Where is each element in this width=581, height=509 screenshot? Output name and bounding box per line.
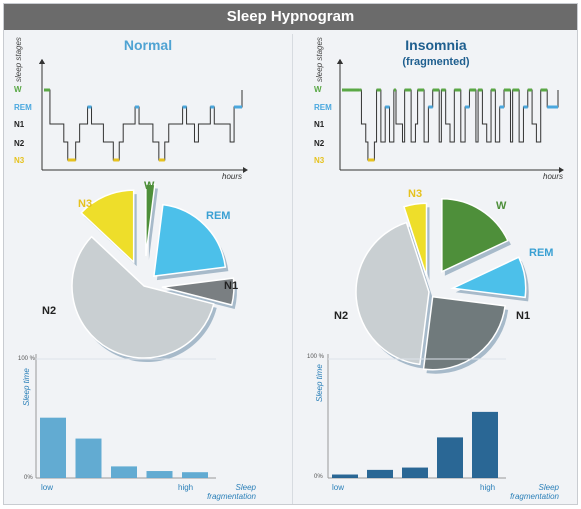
normal-bars-bar-2 (75, 438, 102, 478)
normal-bars-bar-4 (146, 471, 173, 478)
insomnia-bars-bar-5 (472, 411, 498, 478)
insomnia-bars-bar-1 (332, 474, 358, 478)
insomnia-stage-w: W (314, 85, 322, 94)
normal-pie-label-n2: N2 (42, 305, 57, 317)
insomnia-hypnogram (337, 59, 564, 173)
normal-panel: Normal sleep stages W REM N1 N2 N3 hours… (4, 4, 292, 504)
insomnia-title: Insomnia (405, 37, 467, 53)
insomnia-bars-bar-2 (367, 469, 393, 478)
insomnia-bar-x-high: high (480, 483, 496, 492)
normal-pie-slice-n3 (80, 189, 135, 264)
normal-hypnogram-trace (44, 89, 243, 161)
normal-pie-slice-rem (153, 203, 227, 277)
normal-bar-chart (35, 354, 216, 479)
insomnia-bar-bottom-tick: 0% (314, 474, 323, 480)
insomnia-pie-label-rem: REM (529, 247, 554, 259)
normal-pie-label-w: W (144, 180, 155, 192)
insomnia-bars-bar-3 (402, 467, 428, 478)
normal-bar-x-low: low (41, 483, 54, 492)
panel-divider (292, 34, 293, 504)
normal-hypnogram-x-arrow (243, 167, 248, 173)
insomnia-pie-label-n3: N3 (408, 188, 423, 200)
normal-stage-rem: REM (14, 103, 32, 112)
normal-bar-x-axis-label: Sleep fragmentation (207, 483, 256, 501)
normal-bar-bottom-tick: 0% (24, 475, 33, 481)
normal-bars-bar-5 (182, 472, 208, 478)
insomnia-pie-label-n1: N1 (516, 310, 531, 322)
insomnia-pie (355, 197, 529, 374)
normal-hypnogram-xlabel: hours (222, 172, 243, 181)
normal-stage-w: W (14, 85, 22, 94)
insomnia-bar-top-tick: 100 % (307, 354, 325, 360)
insomnia-pie-label-n2: N2 (334, 310, 349, 322)
insomnia-bar-ylabel: Sleep time (315, 364, 324, 402)
normal-stage-n1: N1 (14, 120, 25, 129)
insomnia-stage-n2: N2 (314, 139, 325, 148)
insomnia-bar-x-axis-label: Sleep fragmentation (510, 483, 559, 501)
insomnia-pie-slice-w (441, 197, 509, 273)
insomnia-hypnogram-x-arrow (559, 167, 564, 173)
insomnia-panel: Insomnia (fragmented) sleep stages W REM… (293, 4, 579, 504)
normal-pie-label-rem: REM (206, 210, 231, 222)
hypnogram-figure: Sleep Hypnogram Normal sleep stages W RE… (3, 3, 578, 505)
normal-pie-label-n1: N1 (224, 280, 239, 292)
normal-bar-top-tick: 100 % (18, 356, 36, 362)
insomnia-pie-label-w: W (496, 200, 507, 212)
insomnia-stage-n1: N1 (314, 120, 325, 129)
insomnia-pie-slice-rem (450, 256, 527, 299)
normal-pie-slice-w (145, 183, 156, 257)
insomnia-bar-x-low: low (332, 483, 345, 492)
normal-bar-ylabel: Sleep time (22, 368, 31, 406)
normal-bars-bar-3 (111, 466, 137, 478)
insomnia-pie-slice-n2 (355, 221, 430, 366)
normal-bar-x-high: high (178, 483, 194, 492)
insomnia-hypnogram-trace (342, 89, 559, 161)
insomnia-pie-slice-n3 (402, 202, 428, 277)
normal-pie-slice-n1 (161, 277, 235, 306)
normal-stage-n2: N2 (14, 139, 25, 148)
normal-title: Normal (123, 37, 173, 53)
normal-pie-label-n3: N3 (78, 198, 93, 210)
insomnia-subtitle: (fragmented) (402, 56, 470, 68)
normal-pie-slice-n2 (71, 235, 215, 359)
normal-stage-n3: N3 (14, 156, 25, 165)
insomnia-hypnogram-xlabel: hours (543, 172, 564, 181)
insomnia-pie-slice-n1 (422, 295, 506, 371)
insomnia-stage-rem: REM (314, 103, 332, 112)
insomnia-bars-bar-4 (437, 437, 463, 478)
normal-pie (71, 183, 237, 362)
normal-bars-bar-1 (40, 417, 66, 478)
insomnia-stage-n3: N3 (314, 156, 325, 165)
normal-hypnogram (39, 59, 248, 173)
figure-title: Sleep Hypnogram (4, 4, 577, 30)
insomnia-bar-chart (327, 354, 506, 479)
